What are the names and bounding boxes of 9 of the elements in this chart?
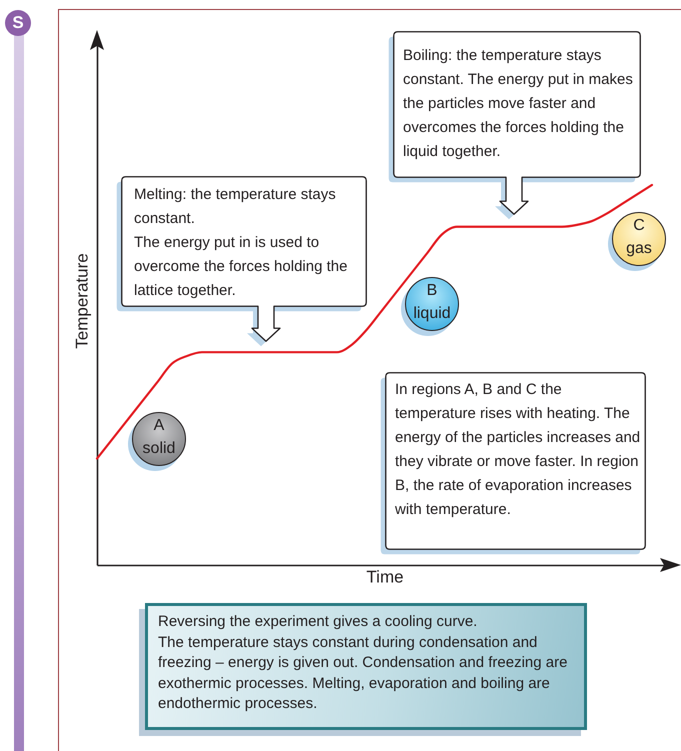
text: Boiling: the temperature stays constant. The energy put in makes the particles move faster and overcomes the forces holding the liquid together.	[403, 46, 634, 162]
text: Reversing the experiment gives a cooling curve. The temperature stays constant during condensation and freezing – energy is given out. Condensation and freezing are exothermic processes. Melting, evaporation and boiling are endothermic processes.	[158, 612, 568, 714]
y-axis-title: Temperature	[72, 253, 92, 349]
x-axis-title: Time	[366, 568, 404, 586]
annotation: In regions A, B and C the temperature rises with heating. The energy of the particles increases and they vibrate or move faster. In region B, the rate of evaporation increases with temperature.	[395, 380, 642, 520]
annotation: Melting: the temperature stays constant. The energy put in is used to overcome the forces holding the lattice together.	[134, 185, 348, 301]
annotation: B liquid	[412, 281, 452, 324]
annotation: A solid	[142, 416, 176, 459]
annotation: C gas	[625, 216, 653, 259]
